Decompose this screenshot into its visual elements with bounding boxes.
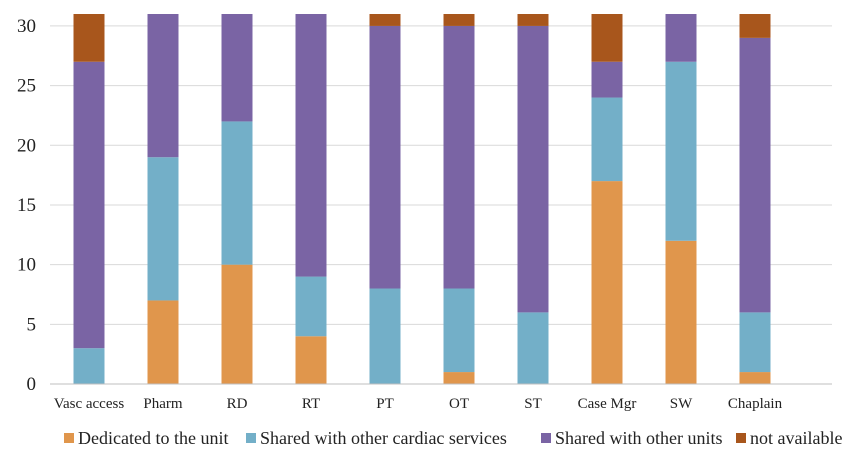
x-tick-label: RT: [302, 396, 320, 412]
x-tick-label: Case Mgr: [578, 396, 637, 412]
legend-label-3: Shared with other units: [555, 428, 722, 448]
x-tick-label: Pharm: [143, 396, 182, 412]
bar-segment-1-10: [739, 372, 771, 384]
bar-segment-3-3: [221, 14, 253, 122]
legend-swatch-3: [541, 433, 551, 443]
legend-swatch-2: [246, 433, 256, 443]
bar-segment-4-6: [443, 14, 475, 26]
bar-segment-1-4: [295, 336, 327, 384]
y-tick-label: 15: [17, 195, 36, 216]
bar-segment-1-6: [443, 372, 475, 384]
gridlines: [50, 25, 832, 325]
legend-swatch-1: [64, 433, 74, 443]
bar-segment-2-9: [665, 61, 697, 241]
legend-label-4: not available: [750, 428, 842, 448]
bars: [73, 14, 771, 384]
bar-segment-3-9: [665, 14, 697, 62]
bar-segment-3-2: [147, 14, 179, 158]
bar-segment-3-7: [517, 25, 549, 313]
y-tick-label: 0: [27, 374, 37, 395]
bar-segment-2-4: [295, 276, 327, 337]
legend-label-1: Dedicated to the unit: [78, 428, 228, 448]
x-tick-label: Vasc access: [54, 396, 125, 412]
bar-segment-2-5: [369, 288, 401, 384]
bar-segment-1-3: [221, 264, 253, 384]
x-tick-label: SW: [670, 396, 693, 412]
x-tick-label: ST: [524, 396, 542, 412]
y-tick-label: 30: [17, 16, 36, 37]
bar-segment-2-7: [517, 312, 549, 384]
x-tick-label: RD: [227, 396, 248, 412]
x-tick-label: PT: [376, 396, 394, 412]
y-tick-label: 25: [17, 76, 36, 97]
bar-segment-1-9: [665, 240, 697, 384]
y-tick-label: 10: [17, 255, 36, 276]
bar-segment-3-1: [73, 61, 105, 349]
bar-segment-3-10: [739, 37, 771, 313]
bar-segment-4-8: [591, 14, 623, 62]
bar-segment-2-10: [739, 312, 771, 373]
bar-segment-4-10: [739, 14, 771, 38]
bar-segment-2-6: [443, 288, 475, 373]
legend-label-2: Shared with other cardiac services: [260, 428, 507, 448]
bar-segment-3-6: [443, 25, 475, 289]
bar-segment-4-1: [73, 14, 105, 62]
legend: Dedicated to the unit Shared with other c…: [64, 428, 842, 448]
bar-segment-3-8: [591, 61, 623, 98]
legend-swatch-4: [736, 433, 746, 443]
y-tick-label: 20: [17, 135, 36, 156]
bar-segment-4-7: [517, 14, 549, 26]
bar-segment-3-5: [369, 25, 401, 289]
bar-segment-1-8: [591, 181, 623, 384]
x-tick-label: Chaplain: [728, 396, 783, 412]
bar-segment-2-1: [73, 348, 105, 384]
bar-segment-3-4: [295, 14, 327, 277]
bar-segment-4-5: [369, 14, 401, 26]
bar-segment-2-8: [591, 97, 623, 182]
y-tick-label: 5: [27, 314, 37, 335]
bar-segment-1-2: [147, 300, 179, 384]
x-tick-label: OT: [449, 396, 469, 412]
bar-segment-2-2: [147, 157, 179, 301]
bar-segment-2-3: [221, 121, 253, 265]
axes: 0 5 10 15 20 25 30 Vasc access Pharm RD RT PT OT ST Ca…: [17, 16, 832, 412]
